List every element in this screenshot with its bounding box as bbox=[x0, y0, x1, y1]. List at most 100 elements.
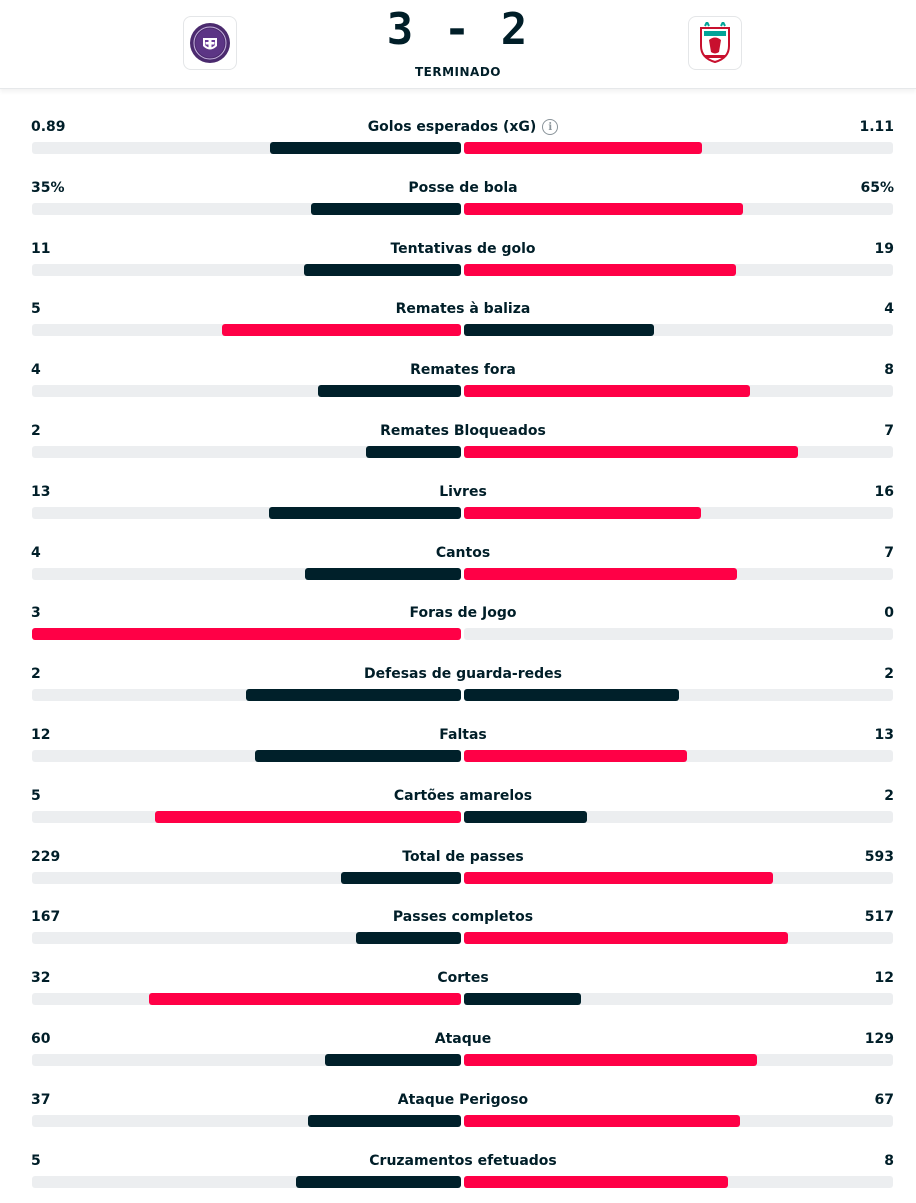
home-stat-value: 5 bbox=[31, 787, 41, 804]
stat-label-text: Defesas de guarda-redes bbox=[364, 666, 562, 683]
home-stat-track bbox=[32, 142, 461, 154]
stat-row: 4 Cantos 7 bbox=[0, 544, 916, 594]
away-stat-value: 7 bbox=[884, 423, 894, 439]
home-stat-track bbox=[32, 628, 461, 641]
away-stat-track bbox=[464, 263, 893, 276]
home-stat-bar bbox=[222, 324, 461, 337]
home-stat-bar bbox=[304, 263, 461, 276]
stat-row: 5 Remates à baliza 4 bbox=[0, 300, 916, 350]
stat-label: Defesas de guarda-redes bbox=[200, 665, 726, 683]
away-stat-track bbox=[464, 993, 893, 1006]
stat-label: Livres bbox=[200, 483, 726, 501]
stat-row: 11 Tentativas de golo 19 bbox=[0, 240, 916, 290]
home-stat-bar bbox=[155, 810, 461, 823]
away-stat-value: 7 bbox=[884, 544, 894, 561]
away-stat-value: 0 bbox=[884, 605, 894, 622]
away-stat-value: 12 bbox=[874, 970, 894, 987]
away-stat-value: 2 bbox=[884, 787, 894, 804]
stat-label: Cortes bbox=[200, 969, 726, 987]
away-stat-bar bbox=[464, 993, 581, 1006]
stat-label-text: Remates à baliza bbox=[395, 301, 531, 318]
stat-label-text: Foras de Jogo bbox=[409, 605, 517, 622]
home-stat-value: 167 bbox=[31, 909, 61, 926]
stat-label: Total de passes bbox=[200, 848, 726, 866]
stat-label: Golos esperados (xG) i bbox=[200, 118, 726, 136]
away-stat-bar bbox=[464, 1054, 757, 1066]
stat-row: 229 Total de passes 593 bbox=[0, 848, 916, 898]
stat-label: Cantos bbox=[200, 544, 726, 562]
stat-label-text: Tentativas de golo bbox=[390, 240, 536, 257]
stat-label: Faltas bbox=[200, 726, 726, 744]
away-stat-track bbox=[464, 202, 893, 215]
stat-label-text: Posse de bola bbox=[408, 179, 518, 196]
home-stat-track bbox=[32, 1054, 461, 1066]
home-stat-value: 11 bbox=[31, 240, 51, 257]
stat-label: Remates à baliza bbox=[200, 300, 726, 318]
away-stat-track bbox=[464, 871, 893, 884]
away-stat-value: 13 bbox=[874, 727, 894, 743]
away-stat-value: 8 bbox=[884, 1152, 894, 1169]
home-stat-bar bbox=[296, 1175, 461, 1188]
home-stat-bar bbox=[366, 446, 461, 458]
away-stat-track bbox=[464, 628, 893, 641]
stat-label-text: Cruzamentos efetuados bbox=[369, 1152, 557, 1169]
home-team-logo[interactable] bbox=[183, 16, 237, 70]
stat-row: 2 Defesas de guarda-redes 2 bbox=[0, 665, 916, 715]
away-stat-track bbox=[464, 1175, 893, 1188]
home-stat-bar bbox=[269, 506, 461, 519]
home-stat-bar bbox=[308, 1114, 461, 1127]
home-stat-bar bbox=[255, 750, 461, 762]
stat-row: 12 Faltas 13 bbox=[0, 726, 916, 776]
home-stat-track bbox=[32, 202, 461, 215]
away-stat-bar bbox=[464, 871, 773, 884]
stat-row: 5 Cruzamentos efetuados 8 bbox=[0, 1152, 916, 1202]
match-score: 3 - 2 bbox=[386, 4, 530, 55]
stat-label-text: Ataque bbox=[434, 1031, 492, 1047]
stat-label-text: Cartões amarelos bbox=[393, 787, 533, 804]
home-stat-track bbox=[32, 263, 461, 276]
home-stat-value: 4 bbox=[31, 362, 41, 379]
away-stat-bar bbox=[464, 446, 798, 458]
home-stat-track bbox=[32, 993, 461, 1006]
away-stat-bar bbox=[464, 810, 587, 823]
away-stat-value: 67 bbox=[874, 1091, 894, 1108]
home-stat-value: 5 bbox=[31, 1152, 41, 1169]
stat-row: 32 Cortes 12 bbox=[0, 969, 916, 1019]
stat-label: Remates fora bbox=[200, 361, 726, 379]
away-stat-track bbox=[464, 1054, 893, 1066]
home-stat-value: 2 bbox=[31, 423, 41, 439]
away-stat-track bbox=[464, 142, 893, 154]
away-stat-bar bbox=[464, 142, 702, 154]
home-stat-value: 12 bbox=[31, 727, 51, 743]
away-stat-bar bbox=[464, 567, 737, 580]
home-stat-track bbox=[32, 1114, 461, 1127]
home-stat-track bbox=[32, 871, 461, 884]
away-stat-track bbox=[464, 810, 893, 823]
stat-label-text: Faltas bbox=[439, 727, 487, 743]
home-stat-bar bbox=[356, 932, 461, 945]
away-stat-value: 2 bbox=[884, 666, 894, 683]
home-stat-track bbox=[32, 810, 461, 823]
away-stat-bar bbox=[464, 689, 679, 702]
away-team-logo[interactable] bbox=[688, 16, 742, 70]
home-stat-track bbox=[32, 567, 461, 580]
stat-row: 13 Livres 16 bbox=[0, 483, 916, 533]
home-stat-bar bbox=[325, 1054, 461, 1066]
home-stat-bar bbox=[246, 689, 461, 702]
away-stat-value: 4 bbox=[884, 301, 894, 318]
away-stat-bar bbox=[464, 202, 743, 215]
home-stat-track bbox=[32, 506, 461, 519]
info-icon[interactable]: i bbox=[542, 119, 559, 135]
stat-row: 60 Ataque 129 bbox=[0, 1030, 916, 1080]
home-stat-track bbox=[32, 689, 461, 702]
away-stat-track bbox=[464, 506, 893, 519]
away-stat-track bbox=[464, 932, 893, 945]
stat-label-text: Passes completos bbox=[392, 909, 534, 926]
away-stat-value: 593 bbox=[864, 848, 894, 865]
stat-row: 4 Remates fora 8 bbox=[0, 361, 916, 411]
away-stat-value: 1.11 bbox=[859, 119, 894, 135]
away-stat-track bbox=[464, 1114, 893, 1127]
away-stat-value: 65% bbox=[860, 179, 894, 196]
stat-row: 3 Foras de Jogo 0 bbox=[0, 604, 916, 654]
away-stat-bar bbox=[464, 1114, 740, 1127]
